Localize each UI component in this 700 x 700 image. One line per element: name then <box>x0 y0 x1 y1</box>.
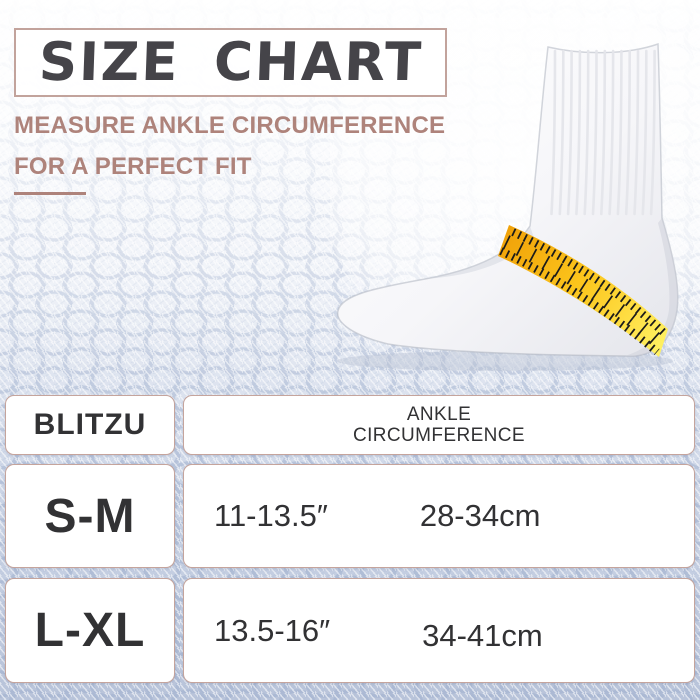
tape-ticks-top <box>511 228 667 336</box>
brand-name: BLITZU <box>33 408 147 441</box>
size-label-sm: S-M <box>44 489 136 543</box>
table-header-row: BLITZU ANKLE CIRCUMFERENCE <box>5 395 695 455</box>
size-cell-lxl: L-XL <box>5 578 175 683</box>
subtitle-line-1: MEASURE ANKLE CIRCUMFERENCE <box>14 112 446 139</box>
accent-underline <box>14 192 86 195</box>
subtitle-line-2: FOR A PERFECT FIT <box>14 153 252 180</box>
page-title: SIZE CHART <box>37 32 424 93</box>
inches-value-sm: 11-13.5″ <box>214 498 328 533</box>
size-table: BLITZU ANKLE CIRCUMFERENCE S-M 11-13.5″ … <box>5 395 695 683</box>
sock-rib-lines <box>550 49 656 216</box>
measure-header-line-2: CIRCUMFERENCE <box>353 425 525 446</box>
values-cell-sm: 11-13.5″ 28-34cm <box>183 464 695 568</box>
title-box: SIZE CHART <box>14 28 447 97</box>
cm-value-lxl: 34-41cm <box>422 617 543 653</box>
measuring-tape <box>498 225 668 357</box>
measure-header-cell: ANKLE CIRCUMFERENCE <box>183 395 695 455</box>
measure-header-line-1: ANKLE <box>406 404 472 425</box>
values-cell-lxl: 13.5-16″ 34-41cm <box>183 578 695 683</box>
sock-measuring-tape-illustration <box>330 18 700 371</box>
table-row-lxl: L-XL 13.5-16″ 34-41cm <box>5 578 695 683</box>
table-row-sm: S-M 11-13.5″ 28-34cm <box>5 464 695 568</box>
size-cell-sm: S-M <box>5 464 175 568</box>
header: SIZE CHART MEASURE ANKLE CIRCUMFERENCE F… <box>14 28 447 195</box>
size-label-lxl: L-XL <box>34 604 146 657</box>
inches-value-lxl: 13.5-16″ <box>214 612 331 648</box>
brand-header-cell: BLITZU <box>5 395 175 455</box>
cm-value-sm: 28-34cm <box>419 498 541 533</box>
